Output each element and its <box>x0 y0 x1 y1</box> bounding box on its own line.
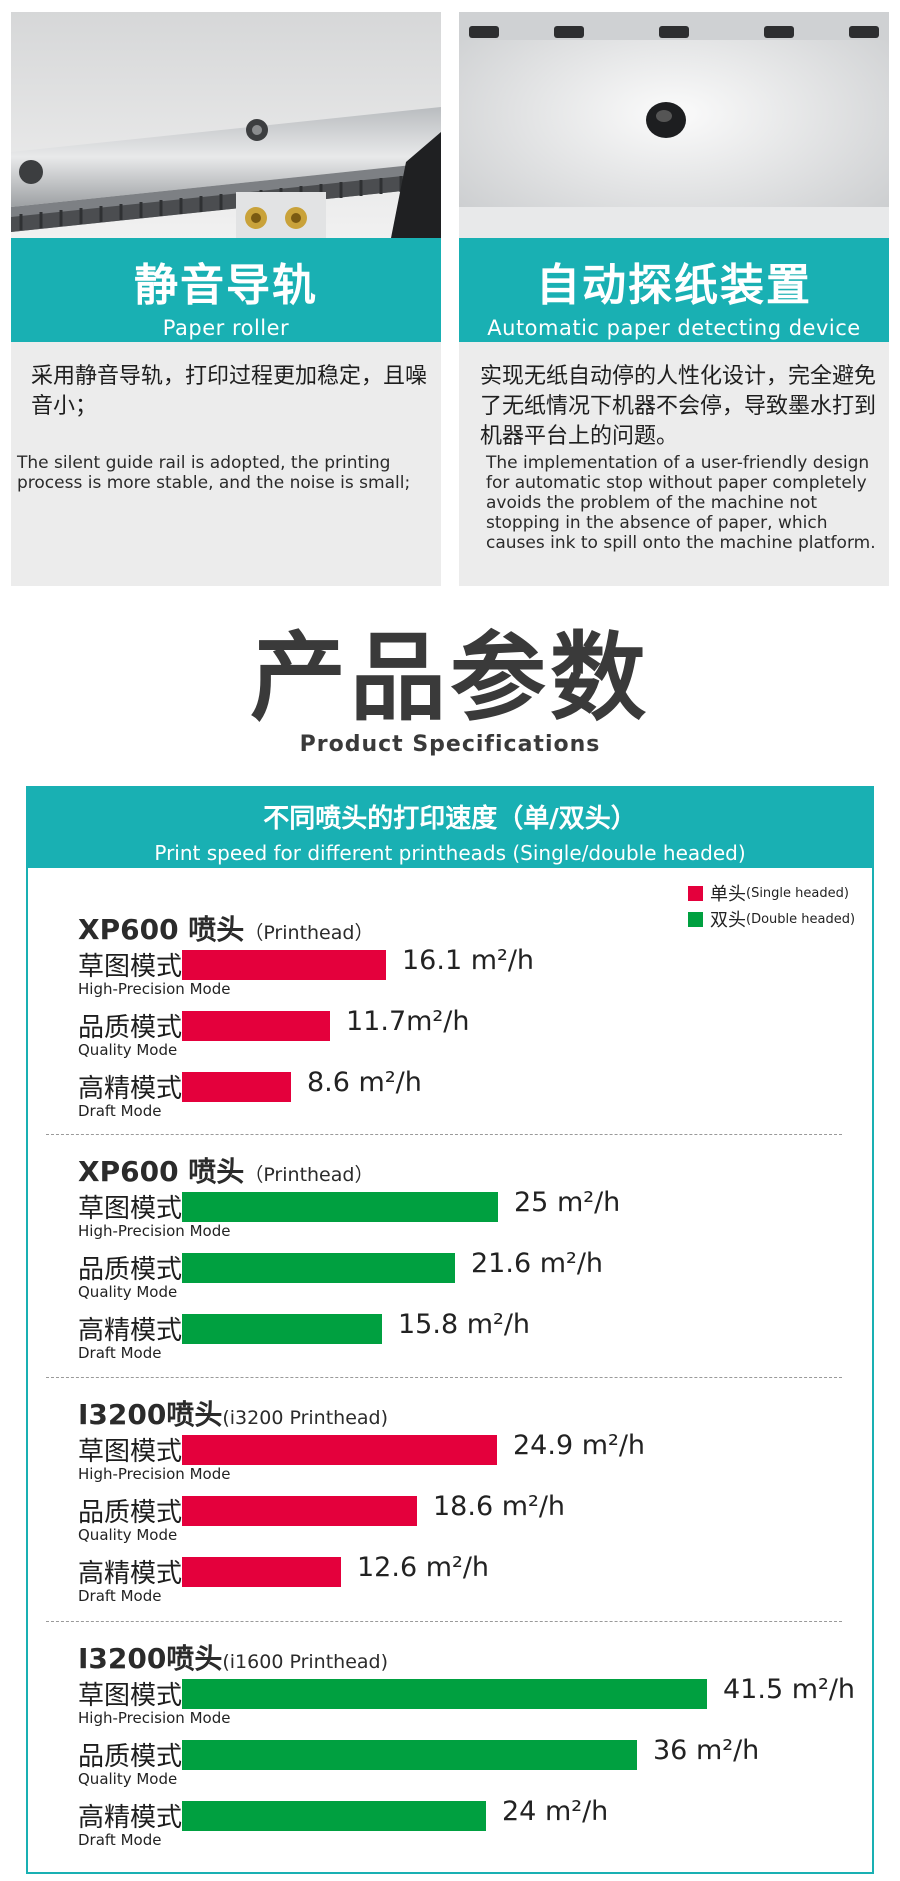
mode-sublabel: High-Precision Mode <box>78 1709 231 1727</box>
legend-swatch <box>688 885 703 901</box>
feature-subtitle: Automatic paper detecting device <box>487 316 861 340</box>
mode-sublabel: High-Precision Mode <box>78 1222 231 1240</box>
group-title-main: XP600 喷头 <box>78 913 245 946</box>
speed-value: 11.7m²/h <box>346 1006 470 1037</box>
speed-value: 15.8 m²/h <box>398 1309 531 1340</box>
mode-sublabel: Draft Mode <box>78 1344 162 1362</box>
speed-bar <box>182 1801 486 1831</box>
speed-value: 18.6 m²/h <box>433 1491 566 1522</box>
legend-label: 单头 <box>710 884 746 905</box>
speed-bar <box>182 1253 455 1283</box>
speed-bar <box>182 1557 341 1587</box>
legend-swatch <box>688 911 703 927</box>
feature-banner: 静音导轨 Paper roller <box>11 238 441 342</box>
feature-subtitle: Paper roller <box>162 316 290 340</box>
speed-value: 25 m²/h <box>514 1187 621 1218</box>
feature-description-en: The silent guide rail is adopted, the pr… <box>17 453 411 493</box>
paper-sensor-photo <box>459 12 889 238</box>
spec-header-subtitle: Print speed for different printheads (Si… <box>154 841 746 865</box>
group-title-sub: （Printhead） <box>244 1164 374 1186</box>
mode-sublabel: Quality Mode <box>78 1041 178 1059</box>
group-divider <box>46 1134 842 1135</box>
speed-bar <box>182 1011 330 1041</box>
speed-bar <box>182 1072 291 1102</box>
group-title-sub: (i3200 Printhead) <box>222 1407 388 1429</box>
speed-bar <box>182 1192 498 1222</box>
speed-bar <box>182 1435 497 1465</box>
legend-item: 双头 (Double headed) <box>688 906 855 932</box>
speed-bar <box>182 1496 417 1526</box>
speed-value: 21.6 m²/h <box>471 1248 604 1279</box>
legend-sublabel: (Single headed) <box>746 885 849 901</box>
group-title: XP600 喷头（Printhead） <box>78 1150 373 1190</box>
mode-sublabel: High-Precision Mode <box>78 1465 231 1483</box>
section-title: 产品参数 <box>250 622 650 734</box>
group-title-main: I3200喷头 <box>78 1398 223 1431</box>
legend-label: 双头 <box>710 910 746 931</box>
speed-value: 41.5 m²/h <box>723 1674 856 1705</box>
group-title: I3200喷头(i3200 Printhead) <box>78 1393 388 1433</box>
group-divider <box>46 1621 842 1622</box>
section-subtitle: Product Specifications <box>299 732 601 757</box>
speed-value: 24 m²/h <box>502 1796 609 1827</box>
group-title-sub: （Printhead） <box>244 922 374 944</box>
legend-item: 单头 (Single headed) <box>688 880 849 906</box>
legend-sublabel: (Double headed) <box>746 911 856 927</box>
guide-rail-photo <box>11 12 441 238</box>
group-title: XP600 喷头（Printhead） <box>78 908 373 948</box>
speed-value: 24.9 m²/h <box>513 1430 646 1461</box>
group-title-main: XP600 喷头 <box>78 1155 245 1188</box>
mode-sublabel: Quality Mode <box>78 1526 178 1544</box>
group-title-main: I3200喷头 <box>78 1642 223 1675</box>
group-divider <box>46 1377 842 1378</box>
feature-title: 静音导轨 <box>134 260 318 311</box>
spec-panel: 不同喷头的打印速度（单/双头） Print speed for differen… <box>26 786 874 1874</box>
feature-card-paper-detector: 自动探纸装置 Automatic paper detecting device … <box>459 12 889 586</box>
feature-banner: 自动探纸装置 Automatic paper detecting device <box>459 238 889 342</box>
mode-sublabel: Draft Mode <box>78 1587 162 1605</box>
group-title: I3200喷头(i1600 Printhead) <box>78 1637 388 1677</box>
feature-description-zh: 采用静音导轨，打印过程更加稳定，且噪音小； <box>31 364 428 419</box>
group-title-sub: (i1600 Printhead) <box>222 1651 388 1673</box>
speed-bar <box>182 1740 637 1770</box>
speed-bar <box>182 950 386 980</box>
speed-bar <box>182 1679 707 1709</box>
feature-description-zh: 实现无纸自动停的人性化设计，完全避免了无纸情况下机器不会停，导致墨水打到机器平台… <box>480 364 877 449</box>
speed-value: 16.1 m²/h <box>402 945 535 976</box>
speed-value: 12.6 m²/h <box>357 1552 490 1583</box>
mode-sublabel: Quality Mode <box>78 1283 178 1301</box>
spec-header: 不同喷头的打印速度（单/双头） Print speed for differen… <box>28 788 872 868</box>
speed-value: 36 m²/h <box>653 1735 760 1766</box>
mode-sublabel: Draft Mode <box>78 1102 162 1120</box>
mode-sublabel: Quality Mode <box>78 1770 178 1788</box>
speed-bar <box>182 1314 382 1344</box>
mode-sublabel: Draft Mode <box>78 1831 162 1849</box>
feature-title: 自动探纸装置 <box>536 260 812 311</box>
mode-sublabel: High-Precision Mode <box>78 980 231 998</box>
speed-value: 8.6 m²/h <box>307 1067 422 1098</box>
feature-description-en: The implementation of a user-friendly de… <box>486 453 876 553</box>
feature-card-guide-rail: 静音导轨 Paper roller 采用静音导轨，打印过程更加稳定，且噪音小； … <box>11 12 441 586</box>
spec-header-title: 不同喷头的打印速度（单/双头） <box>263 804 637 834</box>
